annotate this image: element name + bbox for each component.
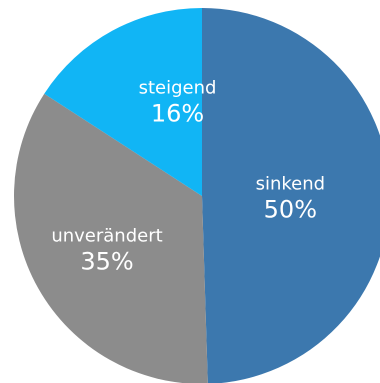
pie-slice-steigend [44, 8, 203, 196]
pie-slice-unverändert [14, 93, 208, 383]
pie-slice-sinkend [202, 8, 380, 383]
slice-label-steigend: steigend [139, 77, 217, 98]
slice-value-unverändert: 35% [80, 248, 133, 276]
pie-slices [14, 8, 380, 383]
slice-label-sinkend: sinkend [256, 174, 325, 195]
slice-value-steigend: 16% [151, 99, 204, 127]
slice-label-unverändert: unverändert [51, 226, 162, 247]
slice-value-sinkend: 50% [264, 196, 317, 224]
